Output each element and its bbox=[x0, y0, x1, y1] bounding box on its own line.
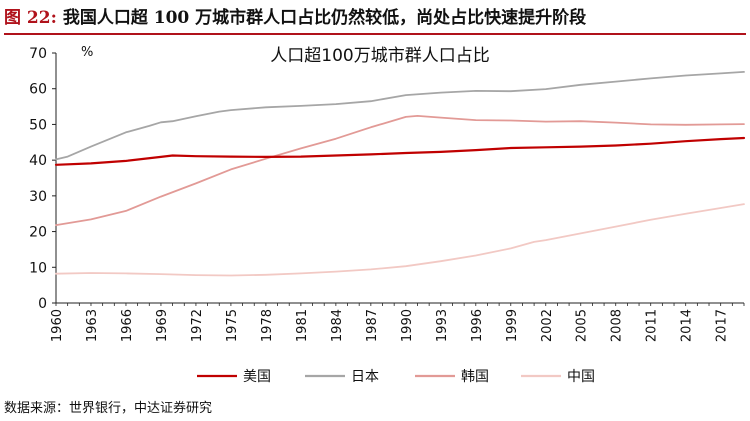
y-tick-label: 30 bbox=[29, 189, 47, 205]
figure-source: 数据来源：世界银行，中达证券研究 bbox=[4, 401, 213, 416]
y-tick-label: 40 bbox=[29, 153, 47, 169]
figure-number: 图 22: bbox=[4, 8, 57, 28]
figure-title: 图 22: 我国人口超 100 万城市群人口占比仍然较低，尚处占比快速提升阶段 bbox=[4, 3, 586, 28]
x-tick-label: 1972 bbox=[190, 309, 205, 342]
x-tick-label: 1999 bbox=[505, 309, 520, 342]
y-tick-label: 20 bbox=[29, 225, 47, 241]
series-line-2 bbox=[55, 71, 745, 161]
x-tick-label: 1978 bbox=[260, 309, 275, 342]
legend-label-3: 韩国 bbox=[461, 369, 489, 385]
x-tick-label: 1993 bbox=[435, 309, 450, 342]
y-tick-label: 70 bbox=[29, 46, 47, 62]
x-tick-label: 1990 bbox=[400, 309, 415, 342]
y-tick-label: 10 bbox=[29, 260, 47, 276]
x-tick-label: 2011 bbox=[645, 309, 660, 342]
line-chart: 人口超100万城市群人口占比% 0 10 20 30 40 50 60 70 1960 1963 19… bbox=[29, 45, 746, 385]
legend-label-2: 日本 bbox=[351, 369, 379, 385]
x-tick-label: 2002 bbox=[540, 309, 555, 342]
y-tick-label: 0 bbox=[38, 296, 47, 312]
x-tick-label: 2017 bbox=[715, 309, 730, 342]
legend-label-1: 美国 bbox=[243, 369, 271, 385]
chart-title: 人口超100万城市群人口占比 bbox=[270, 46, 489, 66]
legend-label-4: 中国 bbox=[567, 369, 595, 385]
x-tick-label: 1987 bbox=[365, 309, 380, 342]
x-tick-label: 1969 bbox=[155, 309, 170, 342]
y-tick-label: 60 bbox=[29, 82, 47, 98]
x-tick-label: 2008 bbox=[610, 309, 625, 342]
title-rule bbox=[4, 33, 746, 35]
x-tick-label: 1963 bbox=[85, 309, 100, 342]
series-line-1 bbox=[54, 136, 746, 166]
x-tick-label: 1960 bbox=[50, 309, 65, 342]
y-axis-unit-label: % bbox=[81, 45, 93, 60]
series-line-3 bbox=[55, 115, 745, 226]
x-tick-label: 1984 bbox=[330, 309, 345, 342]
x-tick-label: 1975 bbox=[225, 309, 240, 342]
x-tick-label: 1981 bbox=[295, 309, 310, 342]
x-tick-label: 2014 bbox=[680, 309, 695, 342]
x-tick-label: 1996 bbox=[470, 309, 485, 342]
y-tick-label: 50 bbox=[29, 117, 47, 133]
series-line-4 bbox=[55, 203, 745, 277]
figure-heading: 我国人口超 100 万城市群人口占比仍然较低，尚处占比快速提升阶段 bbox=[62, 8, 587, 28]
x-tick-label: 2005 bbox=[575, 309, 590, 342]
x-tick-label: 1966 bbox=[120, 309, 135, 342]
